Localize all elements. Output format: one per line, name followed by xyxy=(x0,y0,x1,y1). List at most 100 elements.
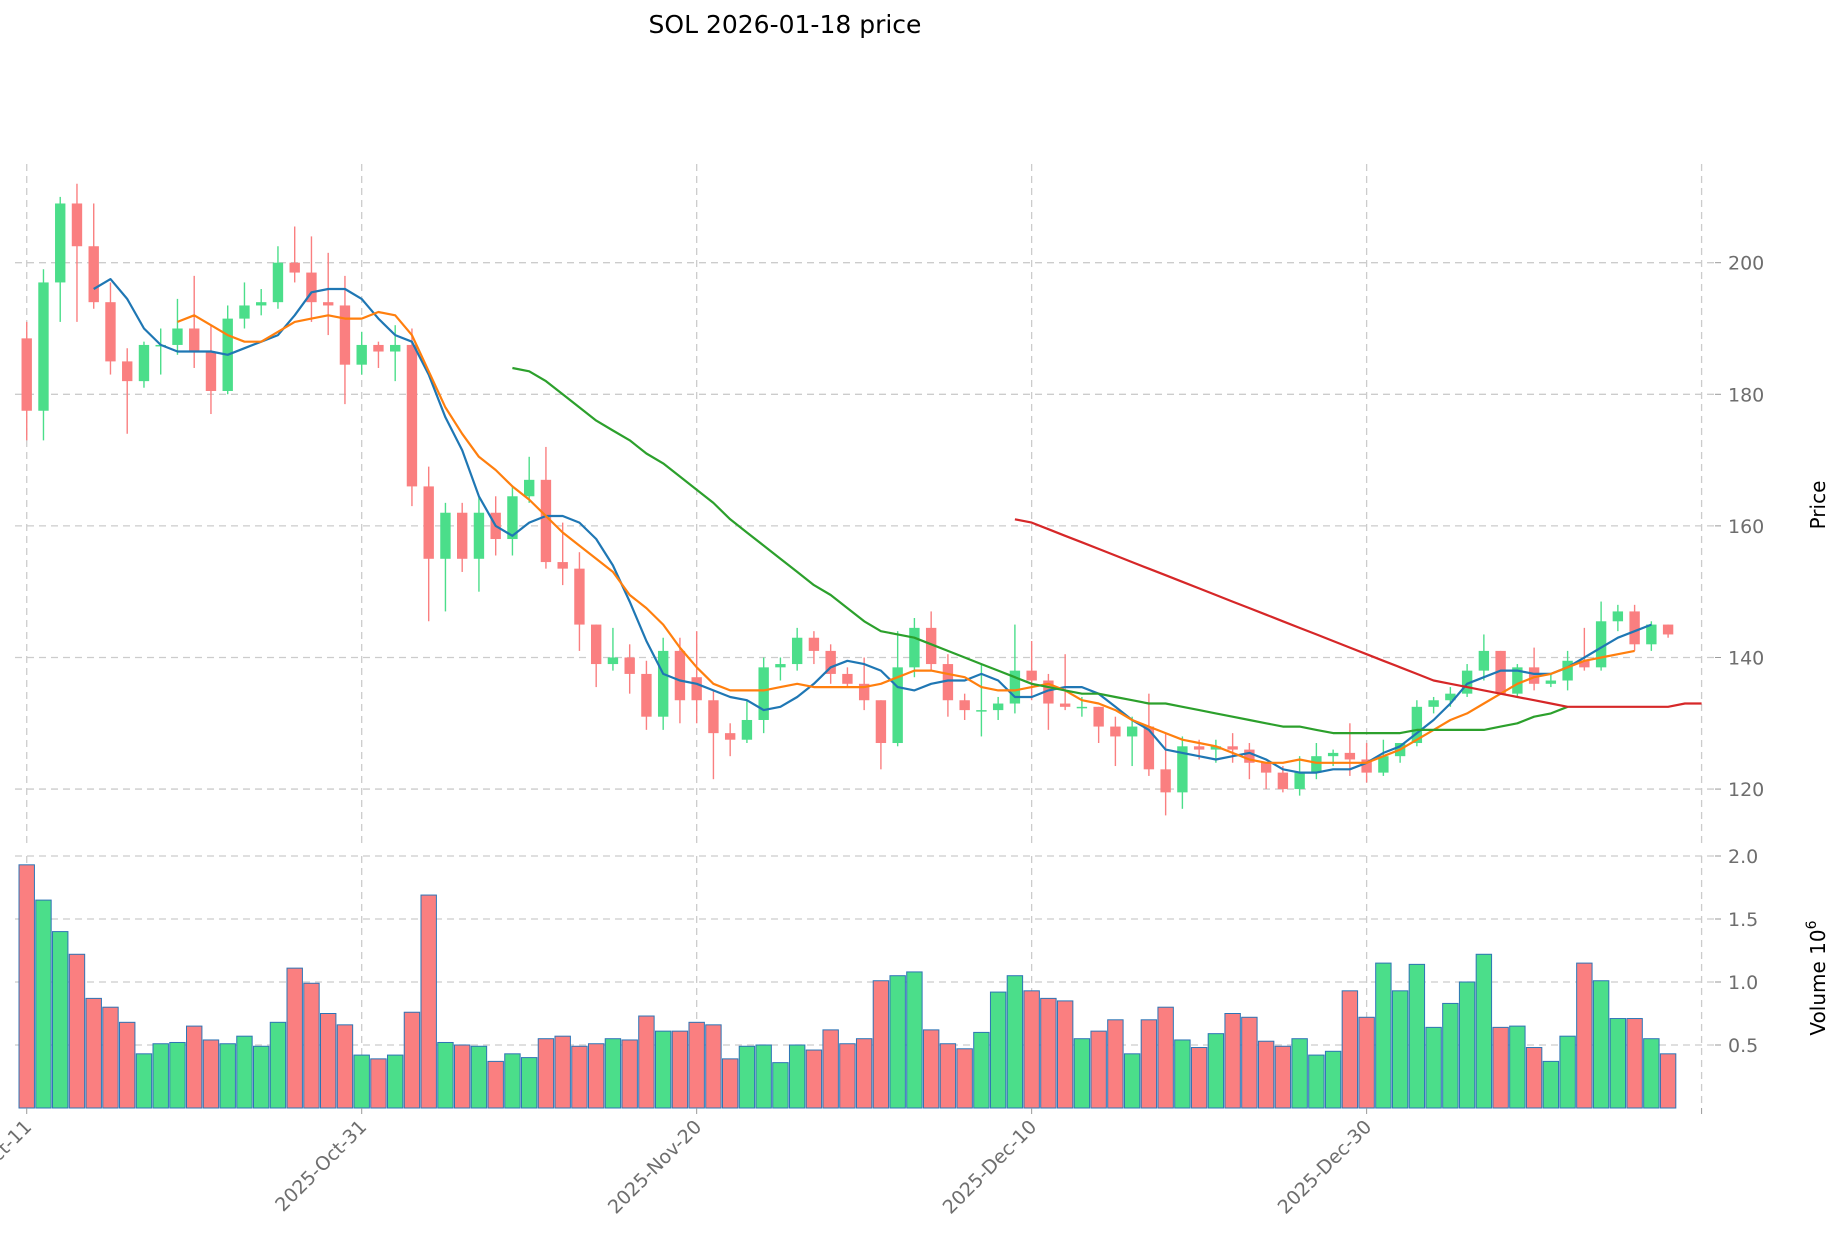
volume-bar xyxy=(403,1011,421,1109)
volume-bar xyxy=(906,971,923,1109)
candle-body xyxy=(457,512,468,559)
volume-bar xyxy=(219,1043,236,1109)
volume-bar xyxy=(18,864,35,1109)
candle-body xyxy=(607,657,619,665)
candle-body xyxy=(122,361,133,382)
price-axis-label: Price xyxy=(1806,481,1830,530)
volume-bar xyxy=(1274,1045,1292,1109)
candle-body xyxy=(189,328,200,352)
candle-body xyxy=(825,650,836,674)
candle-body xyxy=(775,664,786,668)
candle-body xyxy=(641,673,652,717)
candle-body xyxy=(574,568,585,625)
volume-bar xyxy=(253,1045,270,1109)
candle-body xyxy=(172,328,183,345)
candle-body xyxy=(1143,726,1155,770)
volume-bar xyxy=(336,1024,354,1109)
volume-bar xyxy=(1056,1000,1074,1109)
volume-bar xyxy=(1073,1038,1091,1109)
candle-body xyxy=(1545,680,1557,684)
volume-bar xyxy=(1308,1054,1325,1109)
candle-body xyxy=(1327,752,1339,757)
volume-bar xyxy=(772,1062,789,1109)
candle-body xyxy=(925,627,937,665)
volume-bar xyxy=(688,1021,705,1109)
volume-bar xyxy=(152,1043,169,1109)
volume-tick-label: 1.0 xyxy=(1728,972,1758,994)
volume-panel xyxy=(18,864,1677,1109)
candle-body xyxy=(1612,611,1624,622)
volume-tick-label: 1.5 xyxy=(1728,909,1758,931)
volume-bar xyxy=(236,1035,253,1109)
candle-body xyxy=(306,272,317,303)
volume-bar xyxy=(805,1049,823,1109)
candle-body xyxy=(440,512,451,559)
volume-bar xyxy=(68,953,86,1109)
volume-bar xyxy=(1609,1018,1627,1109)
candle-body xyxy=(1059,703,1071,707)
volume-bar xyxy=(537,1038,555,1109)
volume-bar xyxy=(202,1039,220,1109)
volume-bar xyxy=(1626,1018,1643,1109)
volume-bar xyxy=(1291,1038,1308,1109)
candle-body xyxy=(272,262,284,303)
candle-body xyxy=(289,262,300,273)
volume-bar xyxy=(119,1021,136,1109)
volume-bar xyxy=(386,1054,404,1109)
candle-body xyxy=(205,351,217,391)
candle-body xyxy=(1227,746,1238,750)
volume-bar xyxy=(1241,1016,1258,1109)
volume-bar xyxy=(571,1045,588,1109)
candle-body xyxy=(1478,650,1490,671)
volume-bar xyxy=(755,1044,772,1109)
candle-body xyxy=(339,305,351,365)
volume-bar xyxy=(604,1038,622,1109)
chart-title: SOL 2026-01-18 price xyxy=(649,10,922,39)
candle-body xyxy=(875,700,887,744)
candle-body xyxy=(1177,746,1188,793)
volume-bar xyxy=(1157,1006,1174,1109)
volume-bar xyxy=(1040,997,1057,1109)
volume-bar xyxy=(705,1024,722,1109)
volume-bar xyxy=(1140,1019,1158,1109)
volume-bar xyxy=(1408,963,1426,1109)
volume-bar xyxy=(989,991,1007,1109)
date-tick-label: 2025-Oct-31 xyxy=(271,1116,371,1216)
candle-body xyxy=(1662,624,1674,635)
volume-bar xyxy=(1207,1033,1225,1109)
candle-body xyxy=(842,673,853,684)
candle-body xyxy=(1528,667,1540,684)
volume-bar xyxy=(1174,1039,1191,1109)
price-tick-label: 140 xyxy=(1728,647,1764,669)
volume-bar xyxy=(738,1045,756,1109)
candle-body xyxy=(105,302,116,362)
candle-body xyxy=(590,624,602,665)
volume-axis-label: Volume 106 xyxy=(1804,920,1830,1035)
volume-bar xyxy=(1475,953,1493,1109)
volume-bar xyxy=(303,982,320,1109)
grid-lines xyxy=(15,164,1715,1108)
volume-bar xyxy=(1643,1038,1660,1109)
candle-body xyxy=(256,302,267,306)
volume-bar xyxy=(855,1038,873,1109)
volume-bar xyxy=(1023,990,1040,1109)
candle-body xyxy=(691,677,702,701)
candle-body xyxy=(657,650,669,717)
price-tick-label: 180 xyxy=(1728,384,1764,406)
volume-bar xyxy=(1559,1035,1576,1109)
candle-body xyxy=(1093,706,1104,727)
candle-body xyxy=(138,344,150,382)
candle-body xyxy=(1378,756,1389,773)
volume-axis-label-exponent: 6 xyxy=(1804,920,1820,929)
candle-body xyxy=(1461,670,1473,694)
volume-bar xyxy=(1006,975,1024,1109)
moving-average-lines xyxy=(93,278,1702,774)
volume-bar xyxy=(1592,980,1610,1109)
volume-bar xyxy=(889,975,906,1109)
candle-body xyxy=(624,657,635,674)
candle-body xyxy=(1294,772,1305,790)
candle-body xyxy=(674,650,686,701)
candle-body xyxy=(390,344,401,352)
volume-bar xyxy=(504,1053,521,1109)
